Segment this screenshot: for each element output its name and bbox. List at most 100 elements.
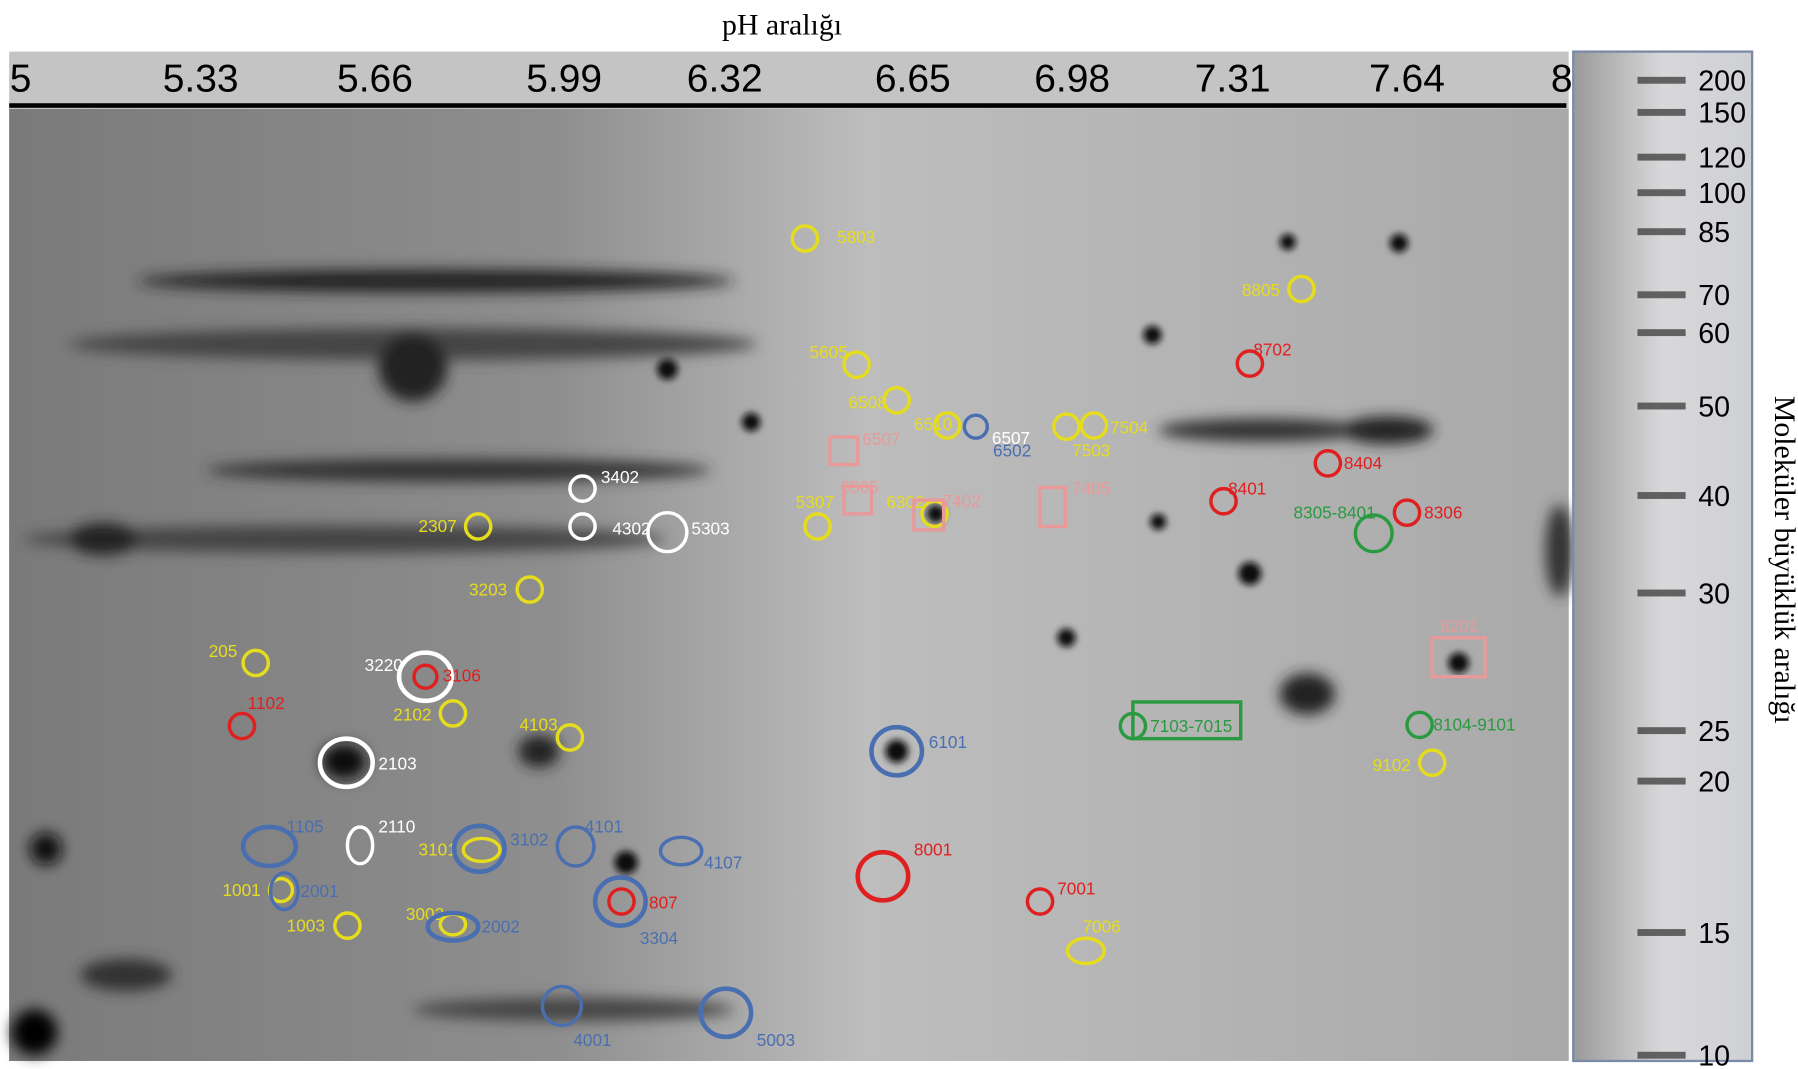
spot-label: 4101 — [585, 817, 623, 837]
ladder-band — [1637, 189, 1686, 197]
spot-marker — [1235, 349, 1265, 378]
spot-label: 2102 — [393, 704, 431, 724]
spot-label: 6507 — [862, 429, 900, 449]
spot-marker — [463, 512, 493, 541]
spot-label: 3106 — [443, 665, 481, 685]
spot-label: 807 — [649, 892, 678, 912]
spot-marker — [1417, 748, 1447, 778]
spot-label: 8805 — [1242, 280, 1280, 300]
spot-marker — [451, 823, 507, 875]
spot-marker — [227, 711, 257, 741]
ph-tick-label: 7.31 — [1195, 58, 1271, 101]
spot-marker — [333, 911, 362, 940]
ladder-band — [1637, 76, 1686, 84]
spot-marker — [1392, 498, 1422, 528]
spot-marker — [317, 736, 375, 790]
mw-tick-label: 10 — [1698, 1041, 1730, 1069]
gel-smears — [11, 269, 1574, 1056]
ph-tick-label: 5 — [10, 58, 32, 101]
spot-label: 3220 — [365, 655, 403, 675]
mw-tick-label: 40 — [1698, 481, 1730, 513]
spot-label: 5605 — [810, 342, 848, 362]
spot-marker — [568, 512, 597, 541]
spot-marker — [412, 663, 439, 690]
spot-label: 1001 — [222, 880, 260, 900]
spot-label: 6508 — [849, 392, 887, 412]
axis-line — [9, 103, 1567, 108]
spot-marker — [912, 498, 946, 532]
spot-marker — [962, 413, 990, 440]
ladder-band — [1637, 589, 1686, 597]
mw-tick-label: 25 — [1698, 716, 1730, 748]
spot-label: 2307 — [419, 516, 457, 536]
spot-marker — [842, 484, 874, 516]
spot-marker — [592, 875, 648, 928]
spot-label: 4107 — [704, 852, 742, 872]
ladder-band — [1637, 153, 1686, 161]
ladder-band — [1637, 402, 1686, 410]
spot-label: 7405 — [1072, 478, 1110, 498]
title: pH aralığı — [722, 8, 842, 41]
spot-marker — [842, 350, 871, 380]
mw-tick-label: 60 — [1698, 318, 1730, 350]
spot-label: 6510 — [914, 414, 952, 434]
spot-label: 2002 — [482, 917, 520, 937]
spot-marker — [555, 723, 585, 752]
spot-marker — [646, 510, 689, 554]
spot-label: 7504 — [1110, 418, 1149, 438]
mw-tick-label: 50 — [1698, 391, 1730, 423]
spot-label: 2103 — [378, 754, 416, 774]
spot-marker — [828, 435, 860, 467]
spot-label: 7503 — [1072, 441, 1110, 461]
spot-marker — [461, 836, 502, 864]
spot-marker — [803, 512, 832, 541]
ph-tick-label: 6.65 — [875, 58, 951, 101]
spot-label: 8201 — [1440, 616, 1478, 636]
ph-tick-label: 8 — [1551, 58, 1573, 101]
spot-marker — [1313, 449, 1343, 478]
spot-label: 8404 — [1344, 453, 1383, 473]
ladder-band — [1637, 492, 1686, 499]
spot-marker — [438, 699, 468, 728]
mw-tick-label: 20 — [1698, 766, 1730, 798]
spot-marker — [425, 910, 481, 943]
spot-label: 3402 — [601, 467, 639, 487]
spot-marker — [345, 825, 375, 866]
spot-marker — [568, 474, 597, 503]
spot-label: 7103-7015 — [1150, 716, 1232, 736]
ph-tick-label: 7.64 — [1369, 58, 1445, 101]
spot-label: 5803 — [837, 227, 875, 247]
spot-label: 6302 — [886, 492, 924, 512]
ph-tick-label: 6.98 — [1034, 58, 1110, 101]
spot-marker — [1118, 711, 1148, 741]
spot-label: 6101 — [929, 732, 967, 752]
ladder-band — [1637, 727, 1686, 735]
spot-label: 4302 — [612, 518, 650, 538]
spot-marker — [698, 986, 754, 1040]
spot-label: 7402 — [943, 491, 981, 511]
spot-label: 3101 — [419, 840, 457, 860]
spot-marker — [882, 385, 912, 415]
ladder-band — [1637, 108, 1686, 116]
spot-label: 2110 — [378, 817, 415, 837]
spot-label: 1102 — [248, 693, 285, 713]
spot-label: 6502 — [993, 441, 1031, 461]
spot-marker — [1065, 936, 1106, 966]
spot-label: 3203 — [469, 579, 507, 599]
ladder-band — [1637, 329, 1686, 337]
spot-label: 1105 — [287, 817, 324, 837]
spot-label: 8305-8401 — [1293, 502, 1375, 522]
mw-tick-label: 120 — [1698, 142, 1746, 174]
spot-marker — [555, 825, 596, 868]
spot-label: 8306 — [1424, 502, 1462, 522]
spot-label: 2001 — [300, 881, 338, 901]
spot-label: 5307 — [796, 492, 834, 512]
spot-label: 3304 — [640, 928, 679, 948]
spot-label: 8104-9101 — [1433, 715, 1515, 735]
spot-marker — [1430, 636, 1487, 679]
spot-marker — [869, 724, 925, 778]
gel — [9, 108, 1569, 1061]
spot-marker — [1287, 274, 1316, 304]
spot-marker — [1038, 485, 1067, 529]
spot-label: 1003 — [287, 915, 325, 935]
